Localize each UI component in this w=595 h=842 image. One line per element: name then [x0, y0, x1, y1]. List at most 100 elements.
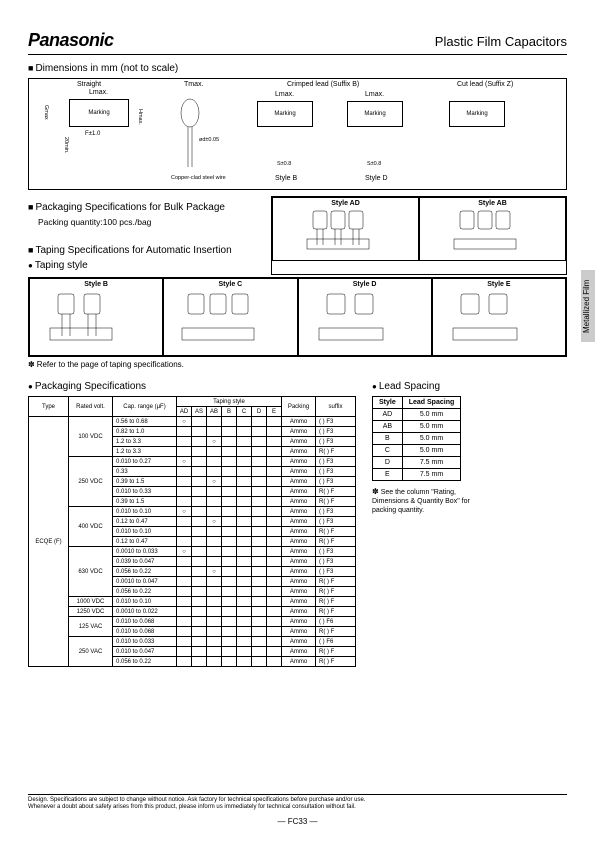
bulk-style-grid: Style AD Style AB	[271, 196, 567, 275]
tick-cell	[252, 427, 267, 437]
suffix-cell: R( ) F	[316, 627, 356, 637]
pack-th: Type	[29, 397, 69, 417]
tick-cell: ○	[177, 417, 192, 427]
tick-cell	[252, 497, 267, 507]
tick-cell: ○	[177, 547, 192, 557]
cap-cell: 0.010 to 0.033	[113, 637, 177, 647]
volt-cell: 125 VAC	[69, 617, 113, 637]
table-row: 250 VDC0.010 to 0.27○Ammo( ) F3	[29, 457, 356, 467]
cap-crimp-d: Marking	[347, 101, 403, 127]
tick-cell	[192, 497, 207, 507]
label-s1: S±0.8	[277, 161, 291, 167]
tick-cell	[192, 617, 207, 627]
tick-cell	[222, 547, 237, 557]
tick-cell	[207, 527, 222, 537]
suffix-cell: ( ) F3	[316, 477, 356, 487]
pack-cell: Ammo	[282, 657, 316, 667]
tick-cell	[252, 647, 267, 657]
tick-cell	[192, 597, 207, 607]
label-lmax2: Lmax.	[275, 91, 294, 98]
tick-cell	[207, 467, 222, 477]
pack-th: Rated volt.	[69, 397, 113, 417]
tick-cell	[177, 597, 192, 607]
suffix-cell: R( ) F	[316, 597, 356, 607]
table-row: 1000 VDC0.010 to 0.10AmmoR( ) F	[29, 597, 356, 607]
label-s2: S±0.8	[367, 161, 381, 167]
pack-cell: Ammo	[282, 637, 316, 647]
tick-cell	[252, 557, 267, 567]
suffix-cell: R( ) F	[316, 577, 356, 587]
tick-cell	[222, 577, 237, 587]
pack-cell: Ammo	[282, 487, 316, 497]
pack-cell: Ammo	[282, 457, 316, 467]
cap-cell: 1.2 to 3.3	[113, 447, 177, 457]
tick-cell	[192, 577, 207, 587]
tick-cell	[192, 637, 207, 647]
tick-cell	[222, 607, 237, 617]
volt-cell: 400 VDC	[69, 507, 113, 547]
lead-th: Lead Spacing	[402, 397, 461, 409]
volt-cell: 1250 VDC	[69, 607, 113, 617]
lead-th: Style	[373, 397, 403, 409]
cap-cell: 0.12 to 0.47	[113, 537, 177, 547]
pack-cell: Ammo	[282, 467, 316, 477]
table-row: 1250 VDC0.0010 to 0.022AmmoR( ) F	[29, 607, 356, 617]
tick-cell	[222, 657, 237, 667]
suffix-cell: ( ) F3	[316, 427, 356, 437]
section-pkg-spec: Packaging Specifications	[28, 381, 356, 392]
tick-cell	[222, 447, 237, 457]
tick-cell	[237, 487, 252, 497]
cap-straight: Marking	[69, 99, 129, 127]
cap-cell: 0.010 to 0.047	[113, 647, 177, 657]
tick-cell	[252, 477, 267, 487]
suffix-cell: ( ) F3	[316, 417, 356, 427]
tick-cell	[222, 457, 237, 467]
tick-cell	[267, 617, 282, 627]
suffix-cell: R( ) F	[316, 607, 356, 617]
tick-cell	[267, 477, 282, 487]
suffix-cell: ( ) F3	[316, 557, 356, 567]
tick-cell	[252, 617, 267, 627]
tick-cell	[237, 587, 252, 597]
suffix-cell: ( ) F3	[316, 467, 356, 477]
footer-line2: Whenever a doubt about safety arises fro…	[28, 804, 567, 811]
tick-cell	[237, 427, 252, 437]
taping-grid: Style B Style C Style D Style E	[28, 277, 567, 357]
cap-cut: Marking	[449, 101, 505, 127]
tick-cell	[192, 417, 207, 427]
pack-cell: Ammo	[282, 567, 316, 577]
lead-td: E	[373, 469, 403, 481]
type-cell: ECQE (F)	[29, 417, 69, 667]
lead-td: B	[373, 433, 403, 445]
lead-note: See the column "Rating, Dimensions & Qua…	[372, 487, 482, 516]
tick-cell	[192, 447, 207, 457]
volt-cell: 1000 VDC	[69, 597, 113, 607]
tick-cell	[207, 607, 222, 617]
pack-th: AD	[177, 407, 192, 417]
pack-cell: Ammo	[282, 447, 316, 457]
tick-cell	[207, 507, 222, 517]
label-gmax: Gmax	[43, 105, 49, 120]
cap-cell: 0.056 to 0.22	[113, 587, 177, 597]
tick-cell	[252, 657, 267, 667]
style-ad-icon	[275, 207, 416, 253]
pack-cell: Ammo	[282, 627, 316, 637]
table-row: ECQE (F)100 VDC0.56 to 0.68○Ammo( ) F3	[29, 417, 356, 427]
tick-cell	[267, 657, 282, 667]
cap-cell: 0.010 to 0.10	[113, 507, 177, 517]
pack-cell: Ammo	[282, 587, 316, 597]
pack-cell: Ammo	[282, 437, 316, 447]
tick-cell	[252, 577, 267, 587]
label-tmax: Tmax.	[184, 81, 203, 88]
taping-note: Refer to the page of taping specificatio…	[28, 360, 567, 369]
table-row: 250 VAC0.010 to 0.033Ammo( ) F6	[29, 637, 356, 647]
cap-cell: 0.010 to 0.27	[113, 457, 177, 467]
tape-d-icon	[301, 288, 429, 346]
cap-cell: 0.12 to 0.47	[113, 517, 177, 527]
tick-cell	[222, 637, 237, 647]
section-dimensions: Dimensions in mm (not to scale)	[28, 63, 567, 74]
tick-cell	[177, 647, 192, 657]
tick-cell	[207, 497, 222, 507]
tick-cell	[267, 637, 282, 647]
tick-cell	[207, 647, 222, 657]
